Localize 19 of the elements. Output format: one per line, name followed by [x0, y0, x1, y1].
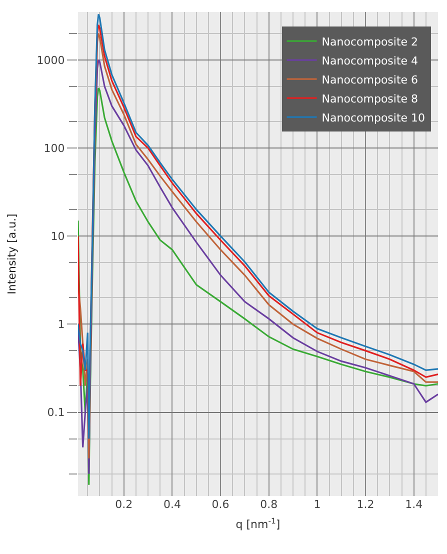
legend-label: Nanocomposite 4	[322, 54, 418, 68]
y-axis-title: Intensity [a.u.]	[5, 214, 18, 294]
y-tick-label: 100	[44, 142, 65, 155]
legend-label: Nanocomposite 2	[322, 35, 418, 48]
legend-label: Nanocomposite 8	[322, 92, 418, 106]
legend-label: Nanocomposite 10	[322, 111, 426, 124]
y-tick-label: 1000	[36, 54, 65, 67]
x-tick-label: 0.2	[115, 498, 133, 511]
x-axis-title: q [nm$^{-1}$]	[236, 516, 280, 532]
x-tick-label: 1	[314, 498, 321, 511]
x-tick-label: 0.6	[212, 498, 230, 511]
x-tick-label: 0.8	[260, 498, 278, 511]
x-tick-label: 1.2	[356, 498, 374, 511]
legend-label: Nanocomposite 6	[322, 73, 418, 86]
y-tick-label: 1	[58, 318, 65, 332]
x-tick-label: 0.4	[163, 498, 181, 511]
y-tick-label: 0.1	[47, 406, 65, 420]
y-tick-label: 10	[50, 230, 65, 243]
x-tick-label: 1.4	[405, 498, 423, 511]
